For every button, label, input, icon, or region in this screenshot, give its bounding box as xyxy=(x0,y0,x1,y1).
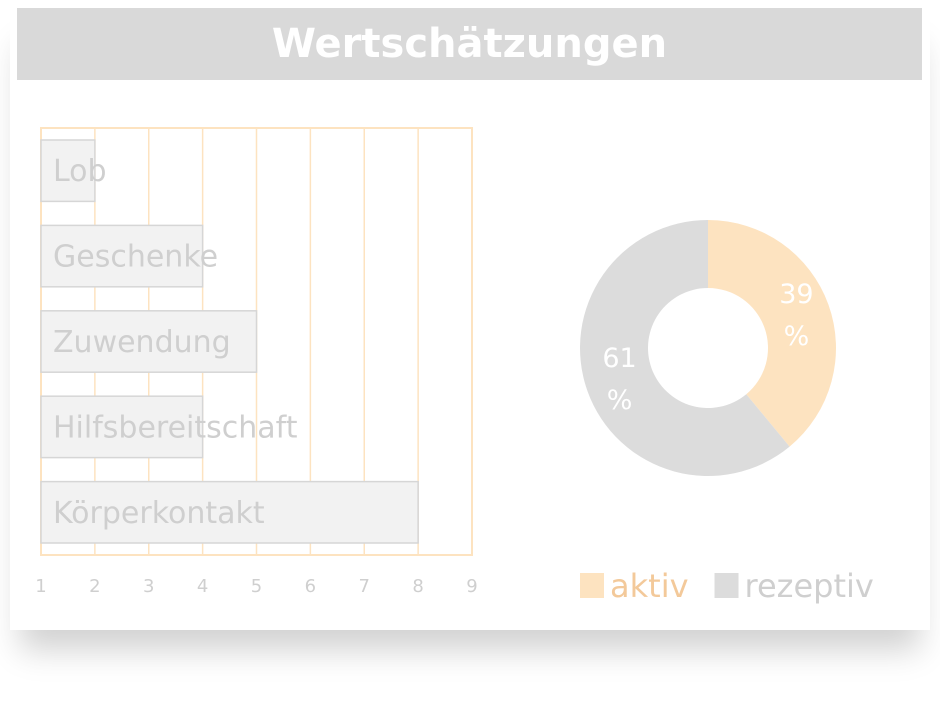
x-tick-label: 9 xyxy=(466,576,477,597)
x-tick-label: 3 xyxy=(143,576,154,597)
category-label: Zuwendung xyxy=(53,325,231,360)
bar xyxy=(40,224,204,288)
value-label: 39 % xyxy=(779,279,814,353)
x-tick-label: 4 xyxy=(197,576,208,597)
legend-swatch xyxy=(580,573,604,598)
bar xyxy=(40,480,419,544)
legend-swatch xyxy=(714,573,739,598)
title: Wertschätzungen xyxy=(17,8,922,80)
category-label: Hilfsbereitschaft xyxy=(53,410,298,445)
donut-slice xyxy=(580,220,790,477)
bar xyxy=(40,310,258,373)
category-label: Geschenke xyxy=(53,240,218,275)
category-label: Körperkontakt xyxy=(53,496,265,531)
x-tick-label: 5 xyxy=(251,576,262,597)
legend-label: rezeptiv xyxy=(745,567,874,605)
x-tick-label: 2 xyxy=(89,576,100,597)
x-tick-label: 1 xyxy=(35,576,46,597)
bar xyxy=(40,395,204,459)
category-label: Lob xyxy=(53,154,107,189)
x-tick-label: 8 xyxy=(412,576,423,597)
value-label: 61 % xyxy=(602,342,637,416)
x-tick-label: 7 xyxy=(359,576,370,597)
x-tick-label: 6 xyxy=(305,576,316,597)
legend-label: aktiv xyxy=(610,567,689,605)
donut-slice xyxy=(708,220,837,447)
bar xyxy=(40,139,96,203)
